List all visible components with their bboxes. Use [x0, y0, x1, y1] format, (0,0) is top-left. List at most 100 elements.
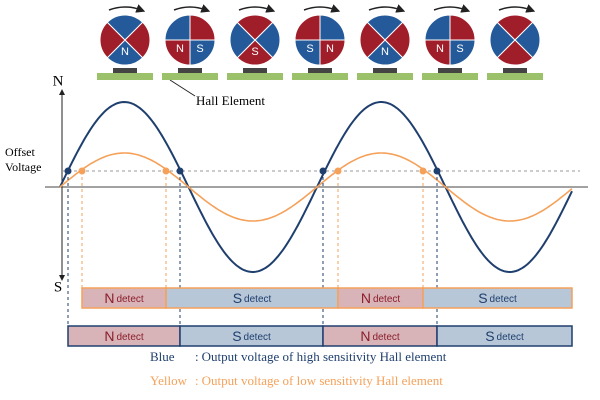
- pole-letter: S: [251, 46, 258, 58]
- magnet: [489, 14, 541, 66]
- hall-chip: [243, 68, 267, 73]
- pole-letter: N: [326, 43, 334, 55]
- pole: N: [361, 290, 371, 306]
- hall-chip: [503, 68, 527, 73]
- quadrant: [496, 39, 534, 66]
- quadrant: [449, 39, 476, 66]
- base: [487, 73, 543, 80]
- quadrant: [164, 14, 191, 41]
- hall-pointer: [169, 79, 196, 97]
- hall-chip: [113, 68, 137, 73]
- base: [357, 73, 413, 80]
- axis-n: N: [53, 73, 64, 89]
- wave: [59, 100, 573, 274]
- offset-label: Voltage: [5, 160, 41, 174]
- orange-dot: [78, 167, 86, 175]
- quadrant: [449, 14, 476, 41]
- blue-dot: [176, 167, 184, 175]
- word: detect: [372, 332, 399, 343]
- axis-s: S: [54, 279, 62, 295]
- legend-text: Output voltage of low sensitivity Hall e…: [202, 373, 444, 388]
- legend-text: Output voltage of high sensitivity Hall …: [202, 349, 447, 364]
- orange-dot: [419, 167, 427, 175]
- pole-letter: S: [456, 43, 463, 55]
- base: [97, 73, 153, 80]
- legend-sep: :: [195, 373, 199, 388]
- pole: S: [232, 328, 241, 344]
- offset-label: Offset: [5, 145, 35, 159]
- arrow: [303, 4, 341, 13]
- quadrant: [229, 21, 256, 59]
- arrow: [173, 4, 211, 13]
- detect-box: [422, 287, 573, 309]
- arrow: [498, 4, 536, 13]
- pole-letter: S: [196, 43, 203, 55]
- quadrant: [496, 14, 534, 41]
- word: detect: [373, 294, 400, 305]
- word: detect: [490, 294, 517, 305]
- quadrant: [424, 39, 451, 66]
- quadrant: [106, 14, 144, 41]
- pole: N: [104, 328, 114, 344]
- quadrant: [384, 21, 411, 59]
- quadrant: [359, 21, 386, 59]
- legend-entry: Blue: Output voltage of high sensitivity …: [150, 349, 447, 364]
- hall-chip: [373, 68, 397, 73]
- quadrant: [366, 39, 404, 66]
- hall-chip: [438, 68, 462, 73]
- pole-letter: N: [121, 46, 129, 58]
- quadrant: [319, 14, 346, 41]
- orange-dot: [162, 167, 170, 175]
- blue-dot: [433, 167, 441, 175]
- magnet: [229, 14, 281, 66]
- quadrant: [319, 39, 346, 66]
- pole: S: [233, 290, 242, 306]
- arrow: [368, 4, 406, 13]
- word: detect: [244, 332, 271, 343]
- pole: S: [485, 328, 494, 344]
- pole: N: [104, 290, 114, 306]
- pole-letter: N: [381, 46, 389, 58]
- magnet: [294, 14, 346, 66]
- hall-label: Hall Element: [196, 93, 265, 108]
- quadrant: [294, 14, 321, 41]
- quadrant: [189, 14, 216, 41]
- hall-chip: [308, 68, 332, 73]
- magnet: [424, 14, 476, 66]
- arrow: [238, 4, 276, 13]
- quadrant: [236, 14, 274, 41]
- quadrant: [424, 14, 451, 41]
- blue-dot: [319, 167, 327, 175]
- quadrant: [124, 21, 151, 59]
- wave: [59, 152, 573, 222]
- base: [422, 73, 478, 80]
- magnet: [99, 14, 151, 66]
- magnet: [164, 14, 216, 66]
- base: [227, 73, 283, 80]
- word: detect: [116, 332, 143, 343]
- quadrant: [164, 39, 191, 66]
- pole: N: [360, 328, 370, 344]
- legend-sep: :: [195, 349, 199, 364]
- pole-letter: S: [306, 43, 313, 55]
- magnet: [359, 14, 411, 66]
- quadrant: [106, 39, 144, 66]
- base: [292, 73, 348, 80]
- detect-box: [436, 325, 573, 347]
- base: [162, 73, 218, 80]
- pole-letter: N: [176, 43, 184, 55]
- quadrant: [189, 39, 216, 66]
- quadrant: [254, 21, 281, 59]
- pole: S: [478, 290, 487, 306]
- quadrant: [294, 39, 321, 66]
- blue-dot: [64, 167, 72, 175]
- word: detect: [116, 294, 143, 305]
